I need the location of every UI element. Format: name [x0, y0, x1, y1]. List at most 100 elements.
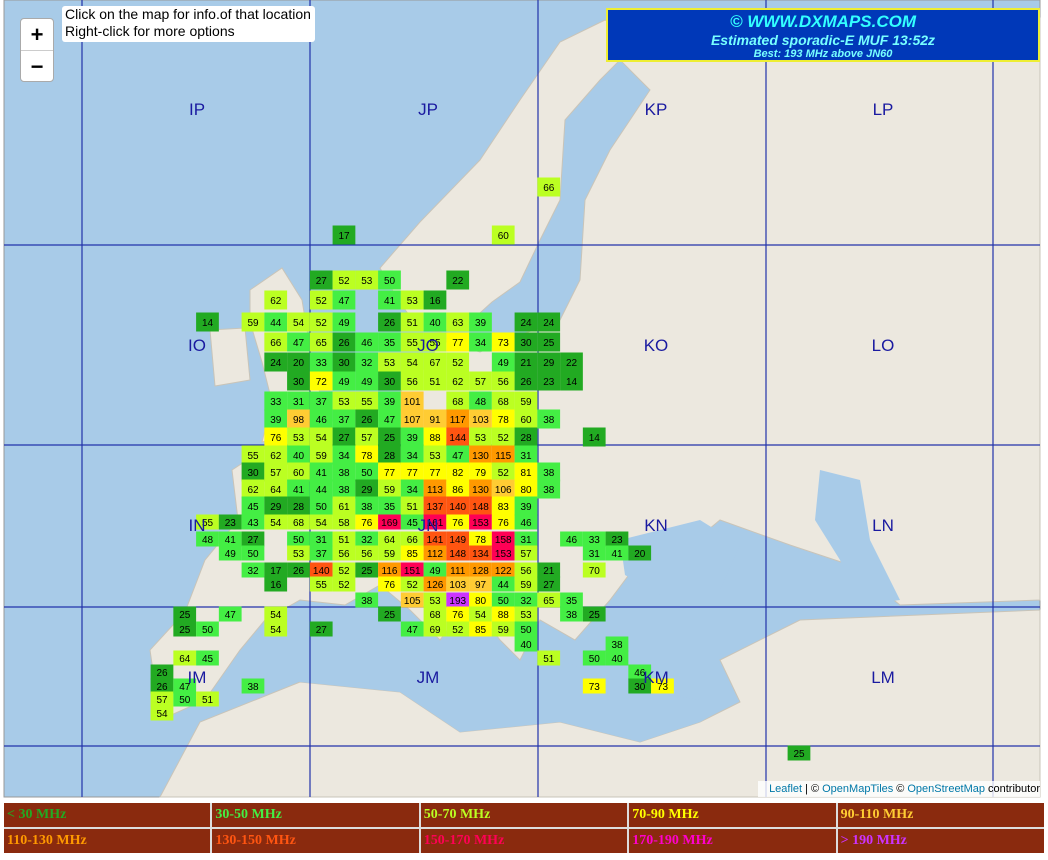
- muf-value: 23: [543, 377, 555, 388]
- muf-value: 59: [384, 485, 396, 496]
- muf-value: 66: [543, 183, 555, 194]
- muf-cell: [355, 409, 379, 429]
- muf-cell: [378, 312, 401, 332]
- muf-value: 69: [429, 625, 441, 636]
- muf-value: 53: [384, 358, 396, 369]
- muf-cell: [560, 592, 583, 608]
- muf-value: 55: [361, 397, 373, 408]
- muf-value: 148: [449, 549, 466, 560]
- muf-cell: [218, 545, 242, 561]
- muf-value: 56: [520, 566, 532, 577]
- muf-value: 31: [520, 535, 532, 546]
- muf-cell: [241, 545, 265, 561]
- grid-label: KM: [643, 668, 669, 687]
- muf-value: 113: [427, 485, 443, 496]
- muf-cell: [332, 545, 356, 561]
- muf-cell: [378, 270, 401, 290]
- muf-cell: [469, 332, 492, 352]
- muf-value: 52: [498, 468, 510, 479]
- muf-value: 29: [361, 485, 373, 496]
- muf-value: 137: [427, 502, 444, 513]
- muf-cell: [378, 391, 401, 411]
- muf-value: 144: [449, 433, 466, 444]
- muf-value: 48: [202, 535, 214, 546]
- muf-value: 33: [316, 358, 328, 369]
- muf-cell: [787, 745, 811, 761]
- muf-cell: [469, 606, 492, 622]
- muf-cell: [218, 606, 242, 622]
- muf-cell: [491, 606, 515, 622]
- muf-cell: [491, 514, 515, 530]
- zoom-in[interactable]: +: [21, 19, 53, 51]
- muf-cell: [378, 427, 401, 447]
- muf-value: 49: [429, 566, 441, 577]
- muf-value: 25: [361, 566, 373, 577]
- muf-cell: [400, 576, 424, 592]
- muf-value: 26: [293, 566, 305, 577]
- muf-cell: [400, 592, 424, 608]
- muf-value: 50: [293, 535, 305, 546]
- grid-label: JO: [417, 336, 439, 355]
- muf-value: 50: [247, 549, 259, 560]
- muf-cell: [628, 664, 652, 680]
- muf-cell: [537, 352, 561, 372]
- muf-value: 77: [452, 338, 464, 349]
- muf-value: 53: [429, 596, 441, 607]
- muf-value: 30: [520, 338, 532, 349]
- muf-cell: [628, 678, 652, 694]
- muf-value: 80: [475, 596, 487, 607]
- muf-cell: [446, 445, 470, 465]
- muf-cell: [355, 270, 379, 290]
- muf-value: 101: [404, 397, 421, 408]
- muf-value: 50: [361, 468, 373, 479]
- muf-value: 88: [429, 433, 441, 444]
- muf-value: 79: [475, 468, 487, 479]
- muf-value: 39: [520, 502, 532, 513]
- info-box: Click on the map for info.of that locati…: [62, 6, 315, 42]
- zoom-out[interactable]: −: [30, 54, 44, 79]
- muf-value: 49: [498, 358, 510, 369]
- muf-cell: [491, 445, 515, 465]
- link[interactable]: OpenMapTiles: [822, 783, 894, 795]
- muf-cell: [605, 545, 629, 561]
- muf-cell: [355, 332, 379, 352]
- muf-cell: [287, 496, 310, 516]
- muf-cell: [491, 427, 515, 447]
- muf-cell: [378, 531, 401, 547]
- muf-cell: [355, 479, 379, 499]
- muf-value: 31: [589, 549, 601, 560]
- grid-label: IO: [188, 336, 206, 355]
- muf-cell: [241, 445, 265, 465]
- muf-value: 57: [475, 377, 487, 388]
- muf-value: 148: [472, 502, 489, 513]
- muf-cell: [469, 562, 492, 578]
- link[interactable]: OpenStreetMap: [907, 783, 986, 795]
- muf-cell: [491, 479, 515, 499]
- link[interactable]: Leaflet: [769, 783, 803, 795]
- muf-cell: [469, 514, 492, 530]
- muf-cell: [537, 650, 561, 666]
- muf-value: 73: [657, 682, 669, 693]
- muf-value: 85: [407, 549, 419, 560]
- muf-value: 32: [361, 358, 373, 369]
- muf-cell: [514, 636, 538, 652]
- muf-cell: [446, 562, 470, 578]
- muf-value: 60: [520, 415, 532, 426]
- muf-value: 97: [475, 580, 487, 591]
- muf-value: 59: [498, 625, 510, 636]
- legend-item: 30-50 MHz: [212, 803, 419, 827]
- muf-cell: [378, 514, 401, 530]
- map[interactable]: 66 17 60 27 52 53 50 22 62 52 47 41 53 16 14 59 44 54 52 49…: [0, 0, 1048, 800]
- muf-value: 27: [543, 580, 555, 591]
- muf-cell: [514, 462, 538, 482]
- muf-cell: [241, 514, 265, 530]
- muf-value: 57: [270, 468, 282, 479]
- muf-value: 24: [270, 358, 282, 369]
- muf-value: 52: [452, 358, 464, 369]
- muf-cell: [491, 391, 515, 411]
- muf-cell: [400, 352, 424, 372]
- muf-cell: [514, 332, 538, 352]
- muf-value: 26: [156, 668, 168, 679]
- muf-value: 54: [270, 625, 282, 636]
- muf-cell: [309, 445, 333, 465]
